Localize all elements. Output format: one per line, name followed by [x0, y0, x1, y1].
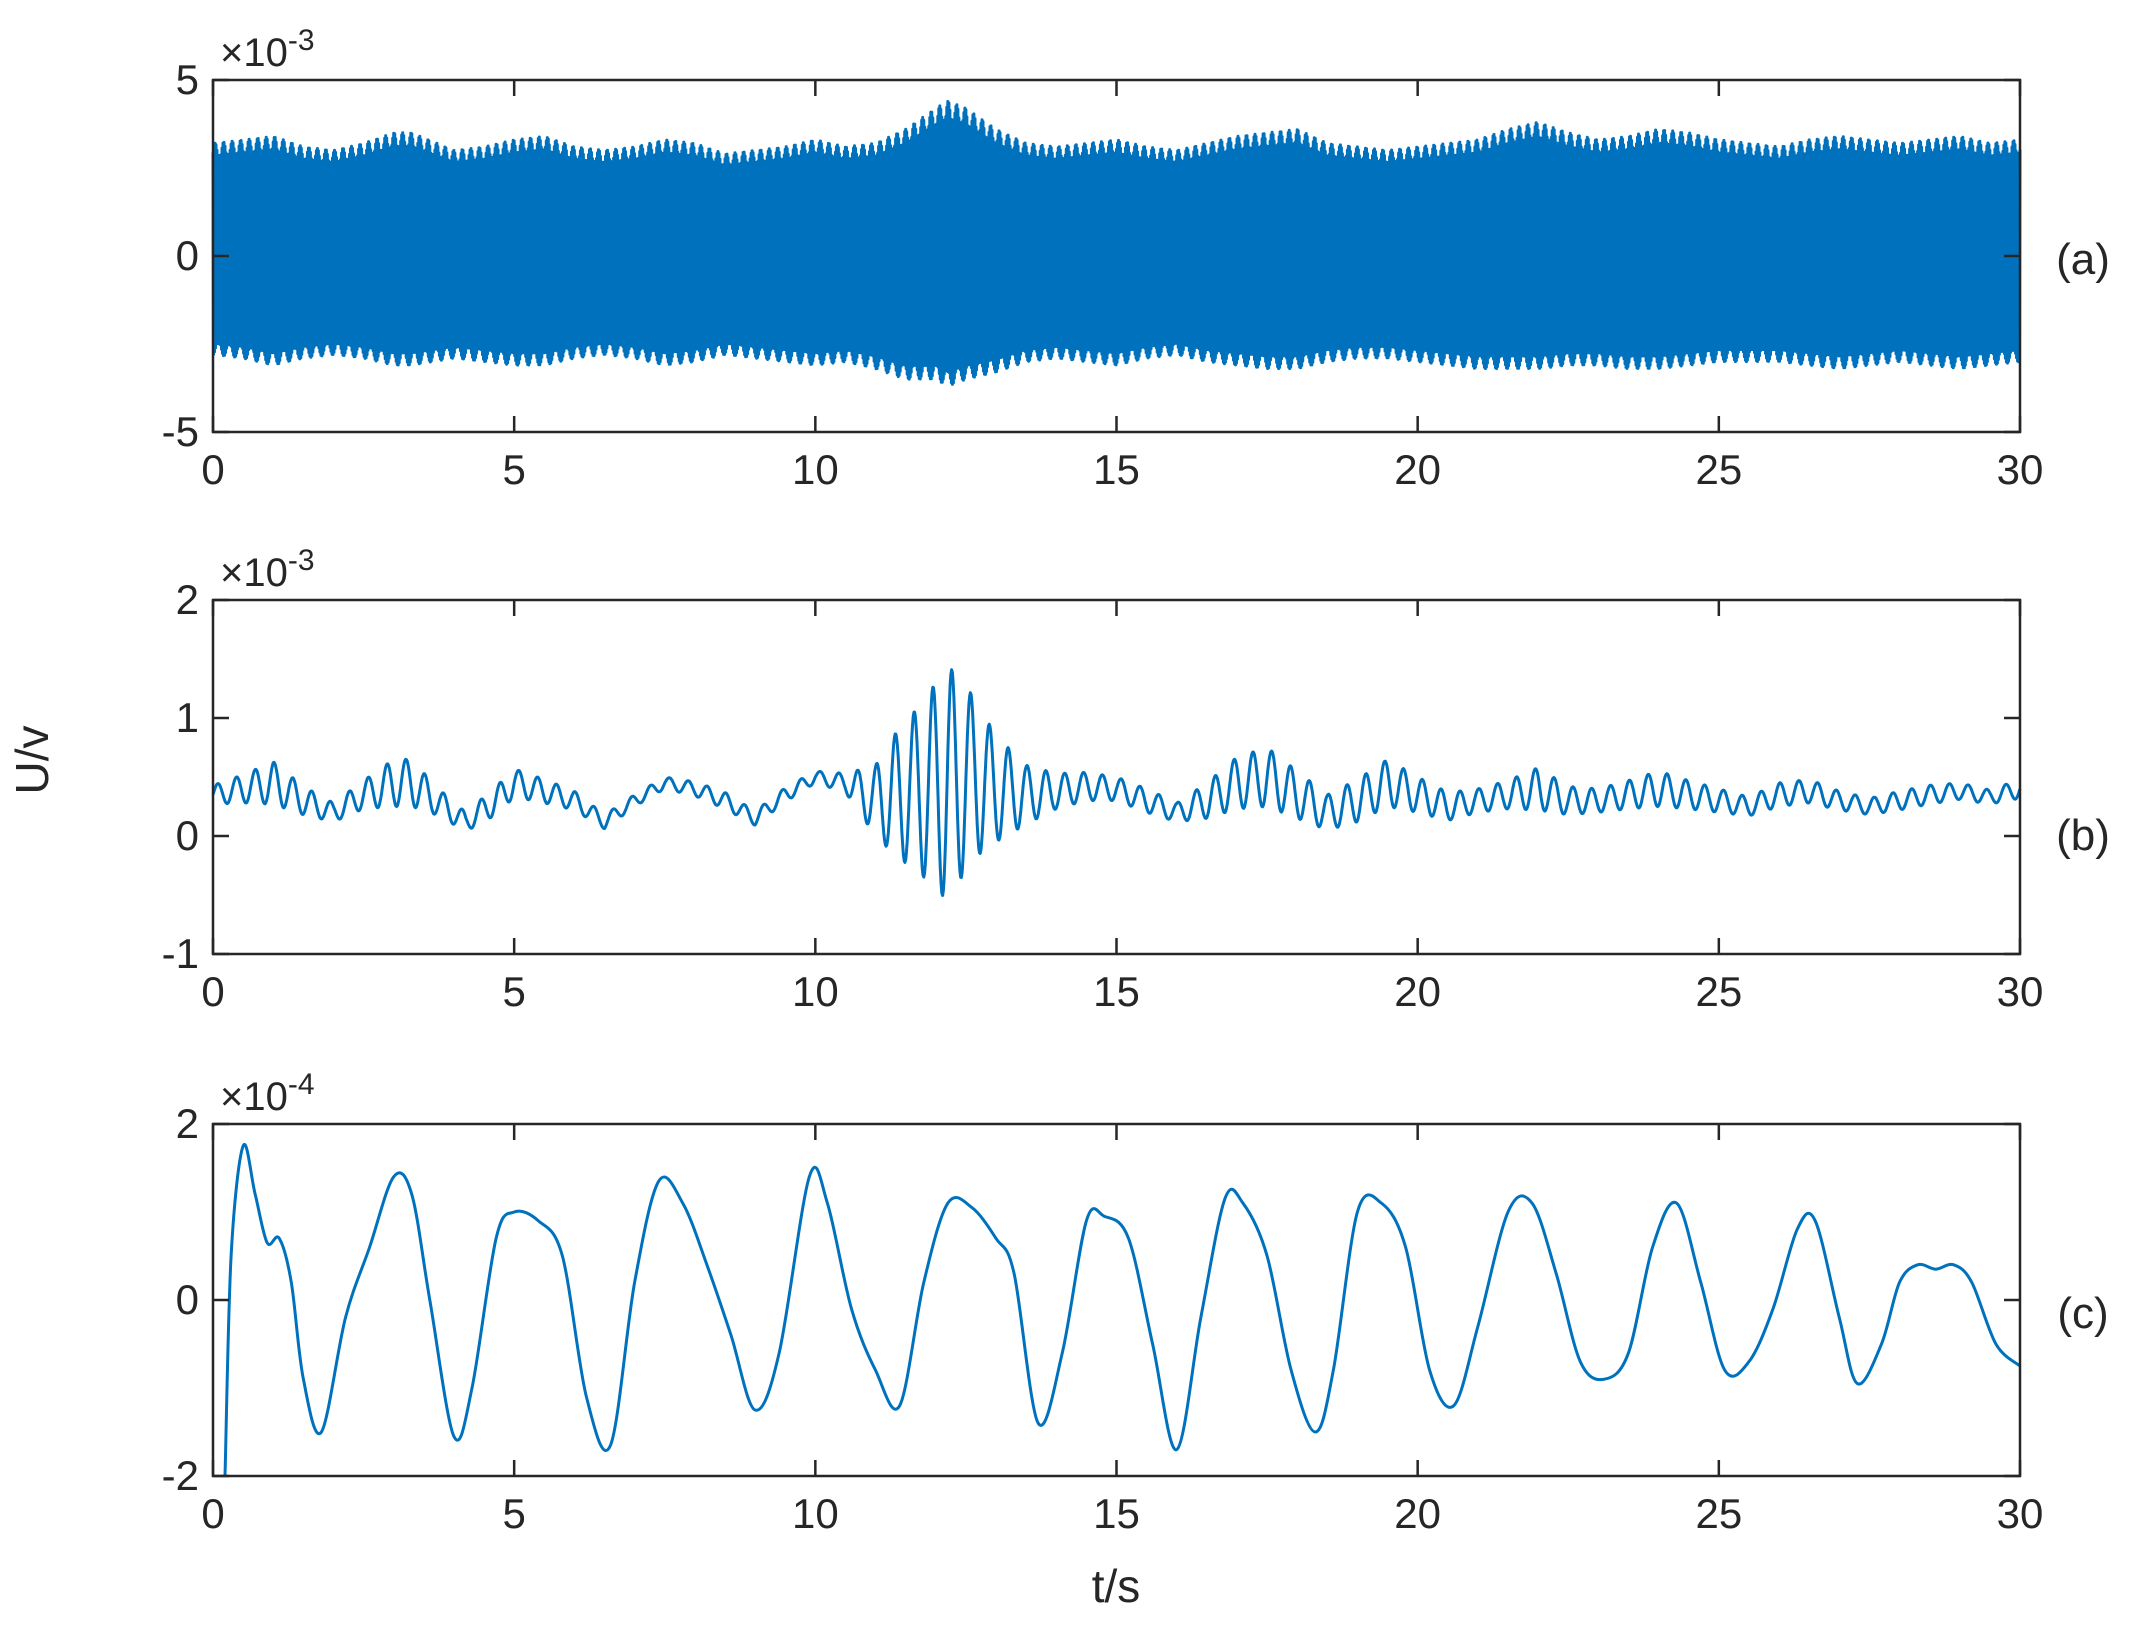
- panel-a-y-tick-label: 0: [176, 232, 199, 279]
- panel-a: 0 5 10 15 20 25 30 50-5 ×10-3 (a): [162, 24, 2110, 493]
- y-axis-title: U/v: [6, 726, 58, 795]
- panel-a-y-tick-label: -5: [162, 408, 199, 455]
- panel-a-y-ticks: 5 0 -5: [162, 56, 2020, 455]
- panel-c-x-tick-label: 15: [1093, 1490, 1140, 1537]
- panel-a-x-tick-label: 30: [1997, 446, 2044, 493]
- panel-a-x-tick-label: 25: [1695, 446, 1742, 493]
- panel-c-x-tick-label: 30: [1997, 1490, 2044, 1537]
- panel-b-y-tick-label: 0: [176, 812, 199, 859]
- panel-b-x-tick-label: 0: [201, 968, 224, 1015]
- panel-c-y-ticks: 2 0 -2: [162, 1100, 2020, 1499]
- panel-a-series-band: [213, 116, 2020, 374]
- panel-b-x-tick-label: 5: [502, 968, 525, 1015]
- panel-b-x-tick-label: 20: [1394, 968, 1441, 1015]
- x-axis-title: t/s: [1092, 1560, 1141, 1612]
- panel-c-y-tick-label: 0: [176, 1276, 199, 1323]
- panel-b-series: [211, 668, 2022, 897]
- panel-c-x-tick-label: 10: [792, 1490, 839, 1537]
- panel-b-x-tick-label: 30: [1997, 968, 2044, 1015]
- panel-a-x-tick-label: 5: [502, 446, 525, 493]
- panel-c-x-ticks: 0 5 10 15 20 25 30: [201, 1124, 2043, 1537]
- panel-a-exponent: ×10-3: [220, 24, 315, 75]
- panel-a-label: (a): [2056, 235, 2110, 284]
- panel-c-y-tick-label: 2: [176, 1100, 199, 1147]
- panel-c-x-tick-label: 0: [201, 1490, 224, 1537]
- panel-c-y-tick-label: -2: [162, 1452, 199, 1499]
- panel-c-exponent-power: -4: [288, 1068, 315, 1101]
- panel-b: 0 5 10 15 20 25 30 210-1 ×10-3 (b): [162, 544, 2110, 1015]
- panel-c-x-tick-label: 5: [502, 1490, 525, 1537]
- panel-b-exponent: ×10-3: [220, 544, 315, 595]
- panel-b-y-tick-label: 2: [176, 576, 199, 623]
- panel-b-x-tick-label: 25: [1695, 968, 1742, 1015]
- panel-a-y-tick-label: 5: [176, 56, 199, 103]
- panel-c-exponent-prefix: ×10: [220, 1075, 288, 1119]
- panel-c-x-tick-label: 20: [1394, 1490, 1441, 1537]
- panel-c-series-line: [223, 1142, 2022, 1477]
- panel-b-series-line: [211, 668, 2022, 897]
- panel-a-x-tick-label: 15: [1093, 446, 1140, 493]
- panel-a-series: [211, 100, 2022, 386]
- panel-a-x-ticks: 0 5 10 15 20 25 30: [201, 80, 2043, 493]
- panel-a-x-tick-label: 10: [792, 446, 839, 493]
- panel-c: 0 5 10 15 20 25 30 20-2 ×10-4 (c): [162, 1068, 2109, 1537]
- panel-a-exponent-power: -3: [288, 24, 315, 57]
- panel-b-y-tick-label: 1: [176, 694, 199, 741]
- panel-b-exponent-power: -3: [288, 544, 315, 577]
- panel-b-y-tick-label: -1: [162, 930, 199, 977]
- panel-c-exponent: ×10-4: [220, 1068, 315, 1119]
- panel-b-label: (b): [2056, 811, 2110, 860]
- panel-a-x-tick-label: 0: [201, 446, 224, 493]
- panel-c-series: [223, 1142, 2022, 1477]
- panel-a-x-tick-label: 20: [1394, 446, 1441, 493]
- panel-b-x-ticks: 0 5 10 15 20 25 30: [201, 600, 2043, 1015]
- panel-c-x-tick-label: 25: [1695, 1490, 1742, 1537]
- panel-b-exponent-prefix: ×10: [220, 551, 288, 595]
- panel-b-x-tick-label: 15: [1093, 968, 1140, 1015]
- panel-c-label: (c): [2057, 1289, 2108, 1338]
- panel-b-x-tick-label: 10: [792, 968, 839, 1015]
- panel-a-exponent-prefix: ×10: [220, 31, 288, 75]
- panel-b-y-ticks: 2 1 0 -1: [162, 576, 2020, 977]
